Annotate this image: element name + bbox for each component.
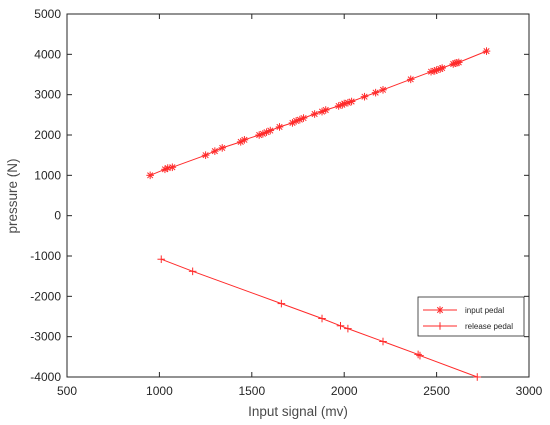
data-point: [473, 373, 482, 381]
y-tick-label: 1000: [34, 168, 61, 182]
legend-box: [417, 296, 525, 337]
data-point: [201, 151, 210, 159]
x-tick-label: 2000: [331, 384, 358, 398]
data-point: [240, 136, 249, 144]
x-axis-ticks: 500 1000 1500 2000 2500 3000: [57, 14, 543, 398]
data-point: [414, 350, 422, 359]
data-point: [299, 114, 308, 122]
data-point: [347, 97, 356, 106]
y-tick-label: -1000: [30, 249, 61, 263]
data-point: [255, 131, 263, 139]
series-layer: [146, 47, 491, 381]
legend-marker-plus: [436, 322, 444, 330]
data-point: [310, 110, 319, 118]
y-tick-label: 0: [54, 209, 61, 223]
y-tick-label: -3000: [30, 330, 61, 344]
series-input-pedal: [146, 47, 491, 180]
x-tick-label: 1000: [146, 384, 173, 398]
data-point: [211, 147, 219, 155]
series-line: [150, 50, 487, 176]
data-point: [146, 171, 154, 180]
data-point: [371, 88, 380, 97]
data-point: [318, 314, 326, 323]
legend-item-release-pedal: release pedal: [423, 322, 513, 331]
data-point: [379, 337, 387, 346]
legend-item-input-pedal: input pedal: [423, 306, 504, 315]
data-point: [266, 126, 275, 135]
y-tick-label: -4000: [30, 370, 61, 384]
legend-marker-asterisk: [436, 306, 444, 314]
data-point: [321, 106, 330, 114]
data-point: [482, 47, 491, 55]
y-tick-label: 5000: [34, 7, 61, 21]
data-point: [163, 164, 172, 172]
data-point: [379, 86, 387, 94]
data-point: [454, 58, 463, 67]
x-tick-label: 500: [57, 384, 77, 398]
plot-area: 500 1000 1500 2000 2500 3000 -4000-3000-2000-…: [30, 7, 542, 398]
series-release-pedal: [157, 255, 482, 381]
series-line: [161, 258, 478, 378]
data-point: [218, 144, 227, 152]
x-tick-label: 2500: [423, 384, 450, 398]
data-point: [277, 299, 286, 308]
y-axis-title: pressure (N): [5, 158, 20, 233]
data-point: [340, 99, 348, 108]
x-axis-title: Input signal (mv): [248, 404, 348, 419]
x-tick-label: 1500: [238, 384, 265, 398]
y-tick-label: 2000: [34, 128, 61, 142]
y-tick-label: 3000: [34, 88, 61, 102]
data-point: [360, 92, 369, 101]
y-axis-ticks: -4000 -3000 -2000 -1000 0 1000 2000 3000 4000 500…: [30, 7, 529, 384]
y-tick-label: -2000: [30, 289, 61, 303]
data-point: [344, 324, 352, 333]
y-tick-label: 4000: [34, 47, 61, 61]
data-point: [188, 267, 197, 276]
data-point: [416, 351, 424, 360]
legend-plus-symbol: [436, 322, 444, 330]
legend-label-input-pedal: input pedal: [465, 306, 504, 315]
data-point: [406, 75, 415, 84]
data-point: [336, 321, 345, 330]
x-tick-label: 3000: [516, 384, 543, 398]
data-point: [157, 255, 166, 264]
data-point: [168, 163, 177, 172]
data-point: [438, 64, 446, 72]
legend-asterisk-symbol: [436, 306, 444, 314]
data-point: [275, 123, 284, 131]
data-point: [334, 102, 343, 110]
legend-label-release-pedal: release pedal: [465, 322, 513, 331]
legend: input pedal release pedal: [417, 296, 525, 337]
